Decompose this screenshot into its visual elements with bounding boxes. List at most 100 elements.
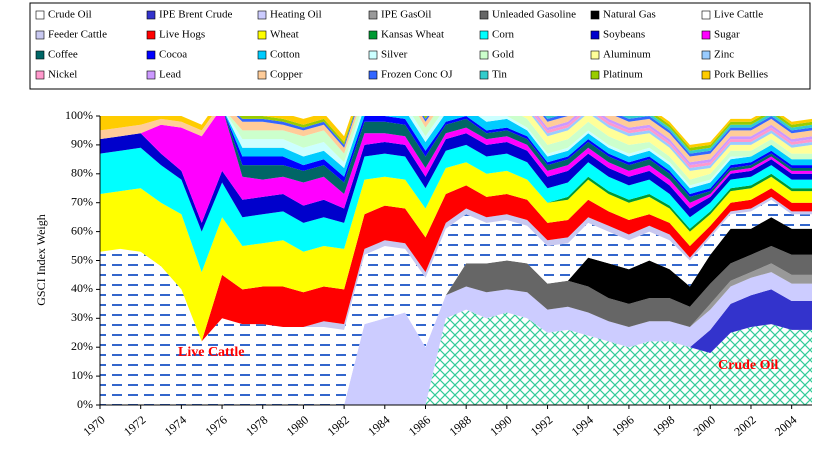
legend-label: Cotton	[270, 49, 300, 61]
x-tick-label: 1970	[80, 413, 107, 439]
legend-swatch	[701, 70, 711, 80]
legend-swatch	[590, 50, 600, 60]
legend-swatch	[368, 50, 378, 60]
x-tick-label: 1994	[569, 413, 596, 439]
legend-swatch	[701, 50, 711, 60]
legend-swatch	[146, 50, 156, 60]
area	[100, 196, 812, 342]
legend-label: Coffee	[48, 49, 78, 61]
legend-label: Sugar	[714, 29, 740, 41]
legend-swatch	[368, 10, 378, 20]
legend-swatch	[257, 70, 267, 80]
x-tick-label: 1980	[284, 413, 311, 439]
area	[100, 246, 812, 405]
legend-swatch	[590, 30, 600, 40]
legend-label: Aluminum	[603, 49, 651, 61]
legend-swatch	[146, 70, 156, 80]
legend-label: Nickel	[48, 69, 77, 81]
area	[100, 144, 812, 273]
legend-label: Live Cattle	[714, 9, 763, 21]
legend-label: Platinum	[603, 69, 643, 81]
y-tick-label: 30%	[71, 310, 93, 324]
x-tick-label: 1984	[365, 413, 392, 439]
legend-label: Unleaded Gasoline	[492, 9, 576, 21]
legend-swatch	[35, 10, 45, 20]
legend-swatch	[701, 30, 711, 40]
area	[100, 289, 812, 405]
area	[100, 272, 812, 405]
x-tick-label: 2002	[731, 413, 758, 439]
legend-swatch	[35, 70, 45, 80]
legend: Crude Oil IPE Brent Crude Heating Oil IPE G…	[35, 9, 768, 81]
x-tick-label: 1996	[609, 413, 636, 439]
legend-label: IPE GasOil	[381, 9, 431, 21]
y-tick-label: 0%	[77, 397, 93, 411]
area	[100, 133, 812, 232]
legend-swatch	[479, 30, 489, 40]
legend-swatch	[257, 30, 267, 40]
area	[100, 217, 812, 405]
area	[100, 116, 812, 148]
legend-box	[29, 2, 811, 90]
legend-swatch	[479, 70, 489, 80]
legend-swatch	[590, 70, 600, 80]
legend-label: Pork Bellies	[714, 69, 768, 81]
x-tick-label: 1990	[487, 413, 514, 439]
legend-label: Zinc	[714, 49, 734, 61]
legend-label: Corn	[492, 29, 515, 41]
y-tick-label: 90%	[71, 137, 93, 151]
legend-label: Feeder Cattle	[48, 29, 107, 41]
annotation: Crude Oil	[718, 358, 778, 373]
legend-label: Soybeans	[603, 29, 645, 41]
x-tick-label: 1978	[243, 413, 270, 439]
legend-label: Silver	[381, 49, 408, 61]
legend-label: Gold	[492, 49, 515, 61]
legend-label: Tin	[492, 69, 507, 81]
x-tick-label: 1972	[121, 413, 148, 439]
legend-label: Frozen Conc OJ	[381, 69, 453, 81]
area	[100, 199, 812, 405]
legend-swatch	[701, 10, 711, 20]
legend-label: Natural Gas	[603, 9, 656, 21]
y-tick-label: 60%	[71, 223, 93, 237]
legend-label: Kansas Wheat	[381, 29, 444, 41]
legend-swatch	[146, 30, 156, 40]
legend-swatch	[368, 30, 378, 40]
legend-label: Lead	[159, 69, 181, 81]
legend-swatch	[590, 10, 600, 20]
y-tick-label: 50%	[71, 252, 93, 266]
x-tick-label: 1976	[202, 413, 229, 439]
y-tick-label: 100%	[65, 108, 93, 122]
legend-label: IPE Brent Crude	[159, 9, 232, 21]
legend-swatch	[35, 50, 45, 60]
y-tick-label: 40%	[71, 281, 93, 295]
legend-label: Cocoa	[159, 49, 187, 61]
area	[100, 309, 812, 405]
y-tick-label: 10%	[71, 368, 93, 382]
legend-label: Live Hogs	[159, 29, 205, 41]
area	[100, 116, 812, 163]
legend-swatch	[35, 30, 45, 40]
y-tick-label: 80%	[71, 166, 93, 180]
area	[100, 162, 812, 342]
x-tick-label: 1988	[446, 413, 473, 439]
legend-label: Heating Oil	[270, 9, 322, 21]
legend-swatch	[146, 10, 156, 20]
y-tick-label: 70%	[71, 194, 93, 208]
x-tick-label: 1982	[324, 413, 351, 439]
legend-swatch	[257, 50, 267, 60]
area	[100, 116, 812, 166]
area	[100, 116, 812, 194]
legend-swatch	[368, 70, 378, 80]
legend-label: Wheat	[270, 29, 299, 41]
x-tick-label: 2000	[691, 413, 718, 439]
y-tick-label: 20%	[71, 339, 93, 353]
x-tick-label: 1992	[528, 413, 555, 439]
area	[100, 116, 812, 223]
x-tick-label: 1974	[162, 413, 189, 439]
legend-label: Crude Oil	[48, 9, 92, 21]
legend-swatch	[479, 50, 489, 60]
x-tick-label: 1998	[650, 413, 677, 439]
y-axis-label: GSCI Index Weigh	[34, 214, 48, 305]
